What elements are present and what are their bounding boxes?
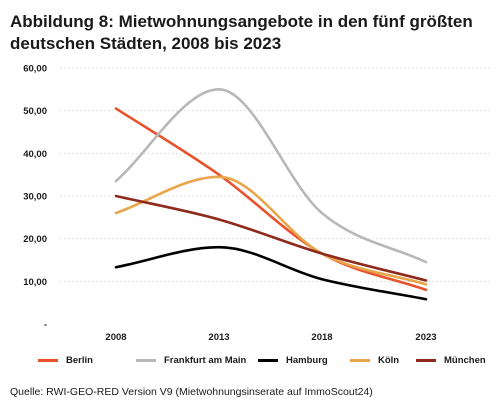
legend-item-frankfurt-am-main: Frankfurt am Main bbox=[136, 352, 246, 368]
legend-swatch bbox=[350, 358, 370, 362]
x-tick-label: 2008 bbox=[105, 332, 126, 343]
gridlines bbox=[60, 67, 490, 282]
legend-swatch bbox=[416, 358, 436, 362]
y-tick-label: - bbox=[44, 320, 47, 331]
chart-title: Abbildung 8: Mietwohnungsangebote in den… bbox=[10, 11, 495, 55]
x-tick-label: 2013 bbox=[208, 332, 229, 343]
legend-swatch bbox=[136, 358, 156, 362]
y-tick-label: 30,00 bbox=[23, 192, 47, 203]
legend-item-berlin: Berlin bbox=[38, 352, 93, 368]
legend: Berlin Frankfurt am Main Hamburg Köln Münche… bbox=[38, 352, 498, 370]
series-line-köln bbox=[114, 175, 428, 286]
y-tick-label: 20,00 bbox=[23, 234, 47, 245]
legend-swatch bbox=[258, 358, 278, 362]
series-lines bbox=[114, 88, 428, 301]
legend-label: Hamburg bbox=[286, 354, 328, 366]
y-tick-label: 10,00 bbox=[23, 277, 47, 288]
source-note: Quelle: RWI-GEO-RED Version V9 (Mietwohn… bbox=[10, 386, 373, 398]
x-tick-label: 2023 bbox=[415, 332, 436, 343]
chart-title-line-2: deutschen Städten, 2008 bis 2023 bbox=[10, 34, 282, 53]
legend-item-münchen: München bbox=[416, 352, 486, 368]
legend-item-köln: Köln bbox=[350, 352, 399, 368]
legend-label: München bbox=[444, 354, 486, 366]
series-line-frankfurt-am-main bbox=[114, 88, 428, 264]
x-axis-tick-labels: 2008 2013 2018 2023 bbox=[105, 332, 436, 343]
line-chart: - 10,00 20,00 30,00 40,00 50,00 60,00 2008 2013… bbox=[23, 64, 490, 343]
x-tick-label: 2018 bbox=[311, 332, 332, 343]
legend-label: Frankfurt am Main bbox=[164, 354, 247, 366]
series-line-münchen bbox=[114, 194, 428, 282]
legend-swatch bbox=[38, 358, 58, 362]
legend-item-hamburg: Hamburg bbox=[258, 352, 328, 368]
series-line-berlin bbox=[114, 107, 428, 292]
legend-label: Berlin bbox=[66, 354, 93, 366]
y-tick-label: 40,00 bbox=[23, 149, 47, 160]
y-axis-tick-labels: - 10,00 20,00 30,00 40,00 50,00 60,00 bbox=[23, 64, 47, 331]
y-tick-label: 50,00 bbox=[23, 106, 47, 117]
y-tick-label: 60,00 bbox=[23, 64, 47, 75]
series-line-hamburg bbox=[114, 245, 428, 301]
legend-label: Köln bbox=[378, 354, 400, 366]
chart-title-line-1: Abbildung 8: Mietwohnungsangebote in den… bbox=[10, 12, 473, 31]
